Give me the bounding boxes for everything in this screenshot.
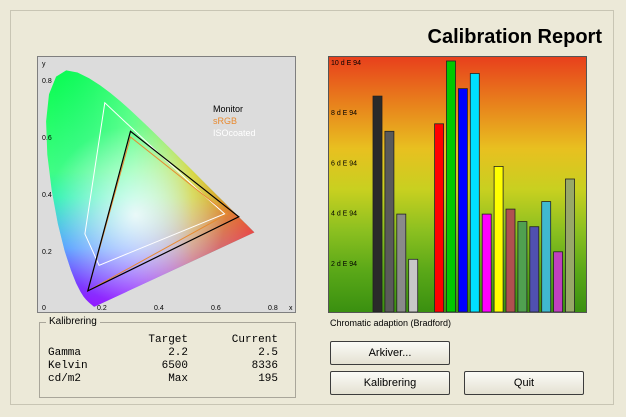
luminance-target: Max [168,373,188,385]
cie-gamuts [84,101,240,293]
legend-monitor: Monitor [213,104,243,114]
kalibrering-header-target: Target [148,334,188,346]
chart-bar [481,213,492,312]
chart-bar [446,60,456,312]
cie-locus-fill [46,70,255,307]
delta-e-bar-chart-panel: 10 d E 94 8 d E 94 6 d E 94 4 d E 94 2 d E 9… [328,56,587,313]
kalibrering-header-row: Target Current [48,334,278,347]
kalibrering-header-current: Current [231,334,278,346]
bar-y-tick-label: 8 d E 94 [331,110,357,117]
kalibrering-header-empty [48,334,128,347]
chart-bar [553,251,564,312]
chart-bar [457,88,468,312]
quit-button[interactable]: Quit [464,371,584,395]
delta-e-bar-chart: 10 d E 94 8 d E 94 6 d E 94 4 d E 94 2 d E 9… [331,60,575,312]
gamma-target: 2.2 [168,347,188,359]
row-label-kelvin: Kelvin [48,360,88,372]
cie-x-tick-label: 0.4 [154,305,164,312]
chart-bar [541,201,552,312]
bar-y-tick-label: 10 d E 94 [331,60,361,67]
table-row: Kelvin 6500 8336 [48,360,278,373]
cie-x-axis-label: x [289,305,293,312]
monitor-gamut [86,130,240,293]
cie-y-tick-label: 0 [42,305,46,312]
kelvin-target: 6500 [161,360,188,372]
legend-isocoated: ISOcoated [213,128,256,138]
arkiver-button[interactable]: Arkiver... [330,341,450,365]
kalibrering-group [39,322,296,398]
chart-bar [529,226,540,312]
table-row: cd/m2 Max 195 [48,373,278,386]
chart-caption: Chromatic adaption (Bradford) [330,318,452,328]
chart-bar [396,213,407,312]
cie-x-tick-label: 0.6 [211,305,221,312]
legend-srgb: sRGB [213,116,237,126]
page-title: Calibration Report [427,26,602,48]
chart-bar [434,123,444,312]
row-label-gamma: Gamma [48,347,82,359]
cie-x-tick-label: 0.2 [97,305,107,312]
bar-y-tick-label: 6 d E 94 [331,160,357,167]
chart-bar [469,73,480,312]
cie-diagram: y x 0.8 0.6 0.4 0.2 0 0.2 0.4 0.6 0.8 Monitor sRGB I… [42,61,293,312]
cie-legend: Monitor sRGB ISOcoated [213,104,256,138]
chart-bar [565,178,575,312]
cie-x-tick-label: 0.8 [268,305,278,312]
kalibrering-button[interactable]: Kalibrering [330,371,450,395]
luminance-current: 195 [258,373,278,385]
kalibrering-legend: Kalibrering [46,316,100,327]
srgb-gamut [87,136,229,292]
chart-bar [493,166,504,312]
cie-y-tick-label: 0.2 [42,249,52,256]
cie-y-tick-label: 0.6 [42,135,52,142]
chart-bar [408,258,419,312]
chart-bar [372,95,383,312]
chart-bar [517,221,528,312]
cie-y-tick-label: 0.8 [42,78,52,85]
row-label-luminance: cd/m2 [48,373,82,385]
cie-axes: y x 0.8 0.6 0.4 0.2 0 0.2 0.4 0.6 0.8 [42,61,293,312]
bar-y-tick-label: 4 d E 94 [331,211,357,218]
chart-bar [505,208,516,312]
kelvin-current: 8336 [251,360,278,372]
gamma-current: 2.5 [258,347,278,359]
cie-diagram-panel: y x 0.8 0.6 0.4 0.2 0 0.2 0.4 0.6 0.8 Monitor sRGB I… [37,56,296,313]
kalibrering-table: Target Current Gamma 2.2 2.5 Kelvin 6500… [48,334,278,386]
cie-y-axis-label: y [42,61,46,68]
report-frame [10,10,614,405]
cie-y-tick-label: 0.4 [42,192,52,199]
chart-bar [384,130,395,312]
table-row: Gamma 2.2 2.5 [48,347,278,360]
bar-y-tick-label: 2 d E 94 [331,261,357,268]
